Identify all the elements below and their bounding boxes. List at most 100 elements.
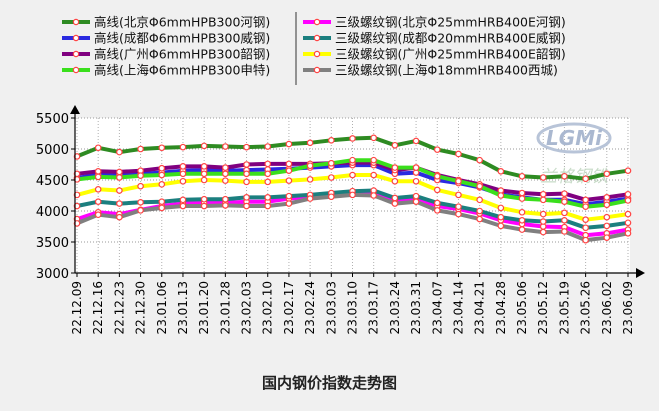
data-point [285,140,293,148]
y-tick-label: 3500 [36,236,69,251]
data-point [518,172,526,180]
data-point [476,156,483,164]
legend-swatch-marker [72,18,80,26]
data-point [603,194,611,201]
data-point [158,181,166,188]
data-point [370,134,377,142]
data-point [582,196,589,204]
data-point [539,218,547,225]
data-point [603,234,611,241]
data-point [582,216,589,223]
data-point [561,217,568,224]
data-point [158,204,166,212]
data-point [200,163,208,170]
data-point [328,174,335,181]
data-point [391,164,399,171]
x-tick-label: 23.06.02 [600,281,614,334]
data-point [306,139,314,147]
x-tick-label: 23.02.03 [240,281,254,334]
data-point [264,170,272,178]
data-point [264,202,272,210]
data-point [222,177,229,184]
data-point [518,208,526,216]
x-tick-label: 23.05.06 [515,281,529,334]
legend-swatch-marker [313,18,321,26]
data-point [433,207,441,214]
data-point [539,174,547,181]
data-point [455,177,462,185]
data-point [222,143,229,150]
data-point [603,213,611,221]
data-point [158,164,166,172]
data-point [539,228,547,236]
data-point [94,198,102,206]
watermark-text: LGMi [546,126,603,150]
data-point [306,162,314,170]
data-point [73,202,81,210]
data-point [455,203,462,210]
data-point [539,210,547,218]
x-tick-label: 23.05.12 [536,281,550,334]
data-point [158,171,166,179]
x-tick-label: 23.04.28 [494,281,508,334]
data-point [179,202,187,210]
data-point [158,144,166,152]
data-point [73,176,81,183]
watermark-oval [536,122,612,154]
data-point [285,167,293,175]
data-point [539,196,547,204]
x-tick-label: 22.12.16 [91,281,105,334]
data-point [582,224,589,232]
data-point [603,201,611,209]
data-point [603,222,611,230]
data-point [433,186,441,194]
data-point [455,210,462,218]
data-point [370,171,377,179]
data-point [116,148,123,156]
x-tick-label: 23.01.06 [155,281,169,334]
data-point [94,168,102,175]
x-tick-label: 22.12.09 [70,281,84,334]
data-point [412,137,420,145]
legend-label: 高线(广州Φ6mmHPB300韶钢) [94,47,270,62]
data-point [582,203,589,210]
series-group [73,171,632,223]
data-point [285,192,293,200]
x-tick-label: 23.01.28 [218,281,232,334]
x-tick-label: 23.02.24 [303,281,317,334]
x-axis-arrow [636,268,645,278]
data-point [624,210,632,218]
data-point [243,194,250,201]
series-group [73,187,632,232]
legend-swatch-marker [313,50,321,58]
legend-label: 三级螺纹钢(上海Φ18mmHRB400西城) [335,63,558,78]
data-point [561,228,568,235]
data-point [137,145,144,153]
data-point [497,222,505,230]
data-point [391,141,399,149]
legend-label: 三级螺纹钢(北京Φ25mmHRB400E河钢) [335,15,566,30]
x-tick-label: 23.05.19 [557,281,571,334]
data-point [200,195,208,203]
data-point [243,178,250,186]
legend-swatch-marker [313,34,321,42]
data-point [243,143,250,151]
legend-label: 三级螺纹钢(广州Φ25mmHRB400E韶钢) [335,47,566,62]
data-point [200,176,208,184]
data-point [624,197,632,204]
data-point [561,190,568,197]
data-point [243,202,250,210]
data-point [306,195,314,202]
data-point [200,170,208,178]
data-point [243,170,250,178]
y-tick-label: 3000 [36,267,69,282]
data-point [412,198,420,206]
data-point [561,198,568,206]
legend: 高线(北京Φ6mmHPB300河钢)高线(成都Φ6mmHPB300威钢)高线(广… [62,12,566,85]
x-tick-label: 23.03.03 [324,281,338,334]
data-point [158,198,166,206]
data-point [264,143,272,150]
data-point [518,189,526,197]
data-point [200,202,208,210]
